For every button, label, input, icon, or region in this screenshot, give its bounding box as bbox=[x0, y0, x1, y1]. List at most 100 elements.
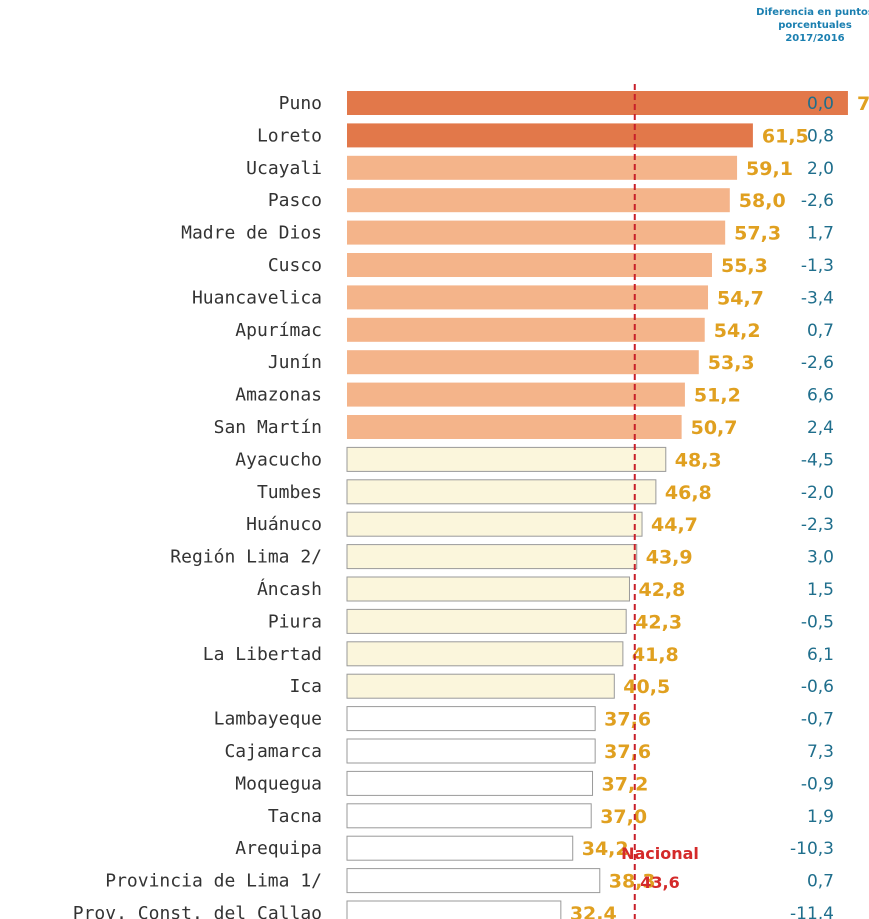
bar bbox=[347, 91, 848, 115]
category-label: Ucayali bbox=[246, 158, 322, 179]
category-label: La Libertad bbox=[203, 644, 322, 665]
difference-value: 0,8 bbox=[807, 126, 834, 146]
category-label: Arequipa bbox=[235, 838, 322, 859]
value-label: 37,0 bbox=[600, 806, 647, 828]
difference-value: 2,4 bbox=[807, 418, 834, 438]
category-label: Piura bbox=[268, 611, 322, 632]
value-label: 44,7 bbox=[651, 514, 698, 536]
difference-value: 6,1 bbox=[807, 645, 834, 665]
category-label: Pasco bbox=[268, 190, 322, 211]
category-label: Huancavelica bbox=[192, 287, 322, 308]
bar bbox=[347, 382, 685, 407]
difference-value: -2,6 bbox=[801, 353, 834, 373]
category-label: Moquegua bbox=[235, 773, 322, 794]
value-label: 41,8 bbox=[632, 644, 679, 666]
difference-header-line-2: porcentuales bbox=[778, 20, 852, 31]
value-label: 57,3 bbox=[734, 223, 781, 245]
difference-header-line-3: 2017/2016 bbox=[785, 33, 844, 44]
bar bbox=[346, 641, 624, 667]
value-label: 51,2 bbox=[694, 385, 741, 407]
category-label: Lambayeque bbox=[214, 709, 322, 730]
difference-value: -4,5 bbox=[801, 450, 834, 470]
difference-value: -0,9 bbox=[801, 774, 834, 794]
difference-value: -3,4 bbox=[801, 288, 834, 308]
difference-value: -2,0 bbox=[801, 483, 834, 503]
national-value: 43,6 bbox=[640, 873, 679, 892]
value-label: 34,2 bbox=[582, 838, 629, 860]
bar bbox=[346, 706, 596, 732]
difference-value: 0,7 bbox=[807, 321, 834, 341]
difference-value: 0,7 bbox=[807, 872, 834, 892]
difference-value: 1,5 bbox=[807, 580, 834, 600]
bars-group: Puno 75,9 0,0 Loreto 61,50,8 Ucayali 59,1 2,0 Pa… bbox=[73, 91, 869, 919]
value-label: 46,8 bbox=[665, 482, 712, 504]
difference-value: -0,5 bbox=[801, 612, 834, 632]
category-label: Junín bbox=[268, 352, 322, 373]
value-label: 50,7 bbox=[691, 417, 738, 439]
difference-value: 3,0 bbox=[807, 548, 834, 568]
difference-value: -2,6 bbox=[801, 191, 834, 211]
value-label: 38,3 bbox=[609, 871, 656, 893]
category-label: Huánuco bbox=[246, 514, 322, 535]
bar bbox=[346, 673, 615, 699]
difference-value: -2,3 bbox=[801, 515, 834, 535]
difference-value: 7,3 bbox=[807, 742, 834, 762]
bar bbox=[347, 123, 753, 148]
value-label: 32,4 bbox=[570, 903, 617, 919]
value-label: 53,3 bbox=[708, 352, 755, 374]
category-label: Cusco bbox=[268, 255, 322, 276]
value-label: 40,5 bbox=[623, 676, 670, 698]
difference-value: -0,7 bbox=[801, 710, 834, 730]
difference-header: Diferencia en puntos porcentuales 2017/2… bbox=[756, 7, 869, 44]
bar bbox=[346, 835, 574, 861]
bar bbox=[346, 608, 627, 634]
bar bbox=[346, 511, 643, 537]
value-label: 37,6 bbox=[604, 709, 651, 731]
difference-value: 6,6 bbox=[807, 386, 834, 406]
value-label: 54,7 bbox=[717, 287, 764, 309]
category-label: Prov. Const. del Callao bbox=[73, 903, 322, 919]
bar bbox=[346, 868, 601, 894]
category-label: Apurímac bbox=[235, 320, 322, 341]
bar bbox=[346, 900, 562, 919]
value-label: 61,5 bbox=[762, 125, 809, 147]
category-label: Tumbes bbox=[257, 482, 322, 503]
value-label: 42,8 bbox=[638, 579, 685, 601]
category-label: Áncash bbox=[257, 578, 322, 600]
difference-value: 1,7 bbox=[807, 224, 834, 244]
bar bbox=[347, 350, 699, 375]
difference-value: 0,0 bbox=[807, 94, 834, 114]
value-label: 59,1 bbox=[746, 158, 793, 180]
bar bbox=[346, 738, 596, 764]
bar bbox=[347, 220, 726, 245]
bar bbox=[346, 576, 630, 602]
value-label: 37,2 bbox=[602, 773, 649, 795]
category-label: Región Lima 2/ bbox=[170, 547, 322, 568]
difference-value: 1,9 bbox=[807, 807, 834, 827]
category-label: Amazonas bbox=[235, 385, 322, 406]
bar bbox=[346, 446, 667, 472]
bar bbox=[346, 803, 592, 829]
bar bbox=[347, 188, 730, 213]
bar bbox=[347, 317, 705, 342]
value-label: 55,3 bbox=[721, 255, 768, 277]
value-label: 54,2 bbox=[714, 320, 761, 342]
value-label: 58,0 bbox=[739, 190, 786, 212]
bar bbox=[347, 253, 712, 277]
category-label: San Martín bbox=[214, 417, 322, 438]
category-label: Tacna bbox=[268, 806, 322, 827]
difference-value: -10,3 bbox=[790, 839, 834, 859]
national-label: Nacional bbox=[621, 844, 699, 863]
difference-header-line-1: Diferencia en puntos bbox=[756, 7, 869, 18]
category-label: Ica bbox=[289, 676, 322, 697]
category-label: Cajamarca bbox=[224, 741, 322, 762]
value-label: 37,6 bbox=[604, 741, 651, 763]
category-label: Ayacucho bbox=[235, 449, 322, 470]
category-label: Puno bbox=[279, 93, 322, 114]
bar bbox=[346, 770, 594, 796]
difference-value: -11,4 bbox=[790, 904, 834, 919]
value-label: 75,9 bbox=[857, 93, 869, 115]
category-label: Loreto bbox=[257, 125, 322, 146]
bar bbox=[347, 285, 709, 310]
